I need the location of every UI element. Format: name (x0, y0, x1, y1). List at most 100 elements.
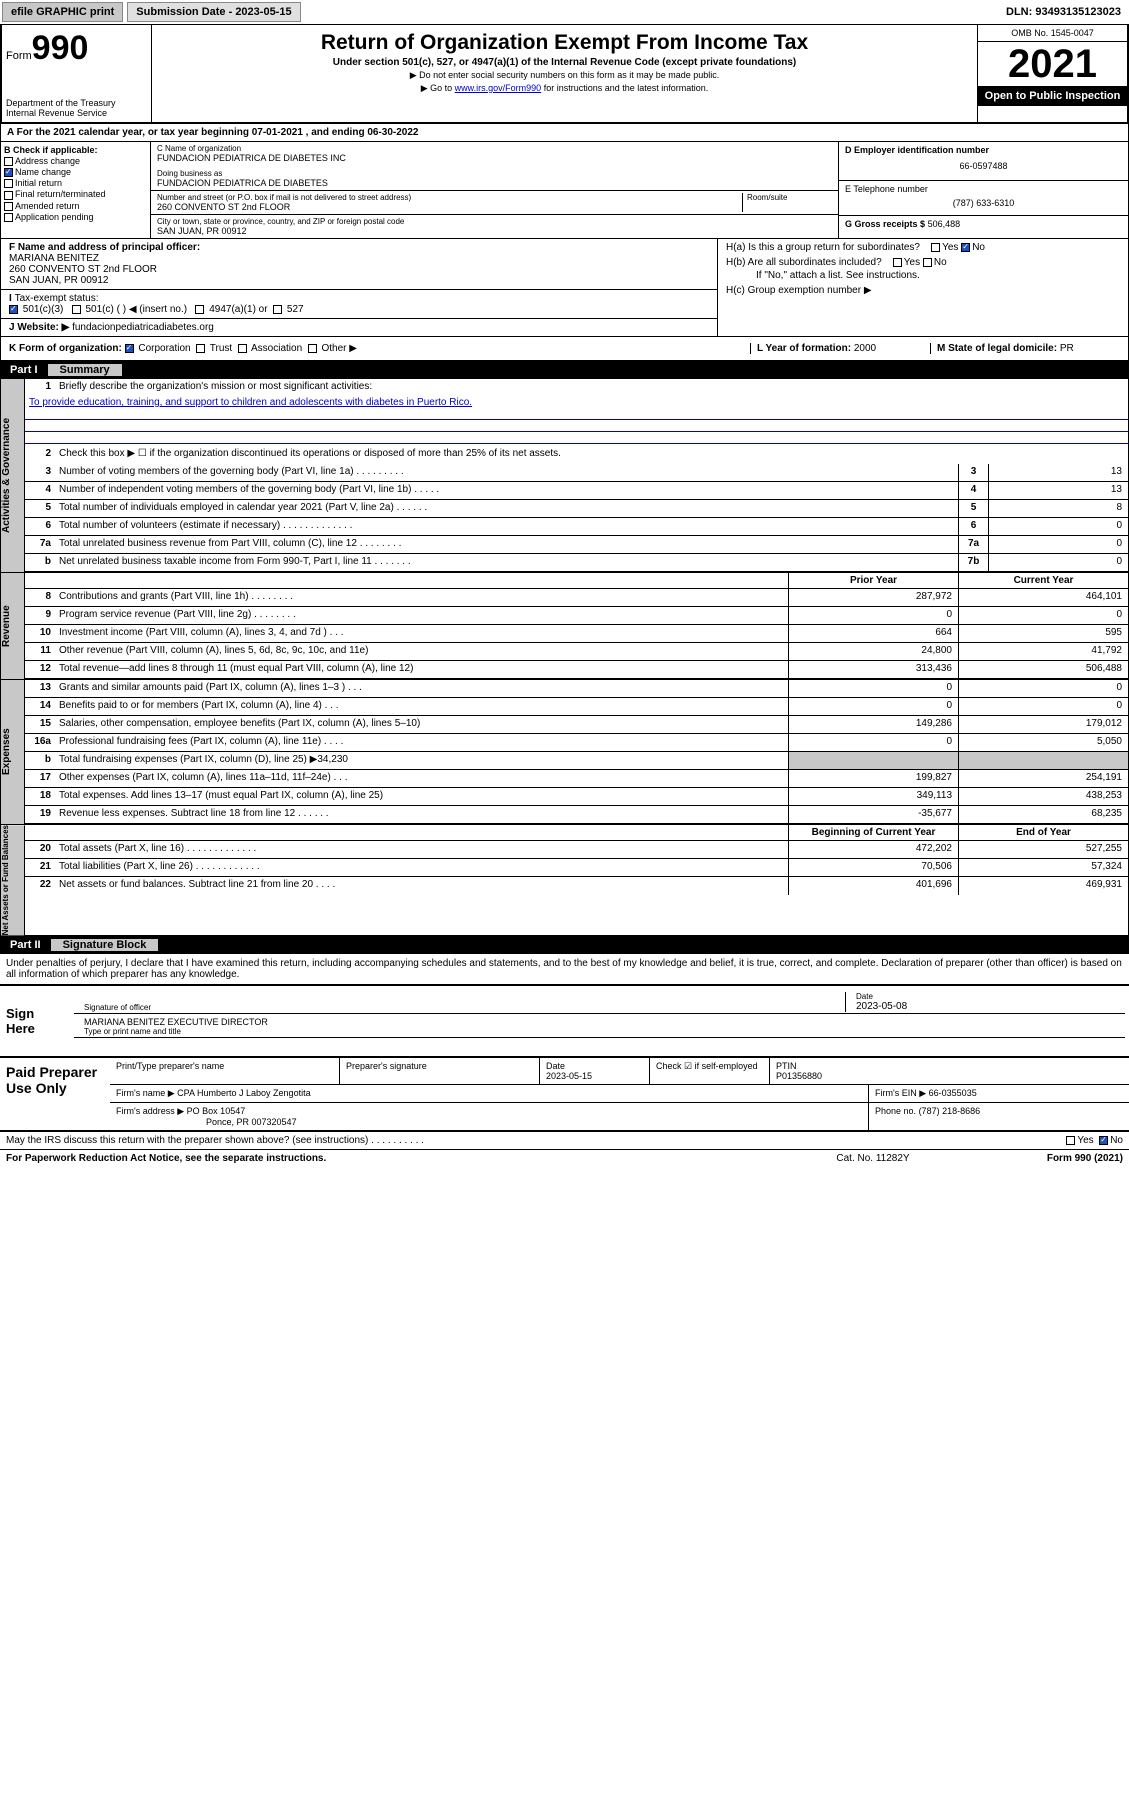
submission-date-button[interactable]: Submission Date - 2023-05-15 (127, 2, 300, 22)
l7b-val: 0 (988, 554, 1128, 571)
part1-title: Summary (48, 364, 122, 376)
goto-post: for instructions and the latest informat… (541, 83, 708, 93)
l2-text: Check this box ▶ ☐ if the organization d… (55, 446, 1128, 464)
K-section: K Form of organization: Corporation Trus… (9, 343, 750, 354)
ein-label: D Employer identification number (845, 145, 1122, 155)
p21: 70,506 (788, 859, 958, 876)
checkbox-icon (4, 202, 13, 211)
city-state-zip: SAN JUAN, PR 00912 (157, 226, 832, 236)
hdr-curr: Current Year (958, 573, 1128, 588)
sig-officer-lbl: Signature of officer (74, 1003, 845, 1012)
chk-app-pending[interactable]: Application pending (4, 212, 147, 222)
c12: 506,488 (958, 661, 1128, 678)
p12: 313,436 (788, 661, 958, 678)
checkbox-on-icon[interactable] (961, 243, 970, 252)
year-col: OMB No. 1545-0047 2021 Open to Public In… (977, 25, 1127, 122)
checkbox-icon[interactable] (893, 258, 902, 267)
phone-row: E Telephone number (787) 633-6310 (839, 181, 1128, 216)
gross-row: G Gross receipts $ 506,488 (839, 216, 1128, 232)
p11: 24,800 (788, 643, 958, 660)
blank-line (25, 434, 1128, 444)
checkbox-icon[interactable] (196, 344, 205, 353)
prep-row-1: Print/Type preparer's name Preparer's si… (110, 1058, 1129, 1085)
c19: 68,235 (958, 806, 1128, 823)
org-name-row: C Name of organization FUNDACION PEDIATR… (151, 142, 838, 191)
website-row: J Website: ▶ fundacionpediatricadiabetes… (1, 319, 717, 336)
form-word: Form (6, 50, 32, 62)
checkbox-icon (4, 179, 13, 188)
chk-name-change[interactable]: Name change (4, 167, 147, 177)
K-label: K Form of organization: (9, 343, 122, 354)
l4-val: 13 (988, 482, 1128, 499)
prep-sig-hdr: Preparer's signature (340, 1058, 540, 1084)
c22: 469,931 (958, 877, 1128, 895)
form-title: Return of Organization Exempt From Incom… (162, 31, 967, 55)
org-name: FUNDACION PEDIATRICA DE DIABETES INC (157, 153, 832, 163)
ein-row: D Employer identification number 66-0597… (839, 142, 1128, 181)
checkbox-on-icon[interactable] (1099, 1136, 1108, 1145)
chk-address-change[interactable]: Address change (4, 156, 147, 166)
dept-label: Department of the Treasury Internal Reve… (6, 98, 147, 118)
right-info-col: D Employer identification number 66-0597… (838, 142, 1128, 238)
shade-cell (958, 752, 1128, 769)
sig-date-cell: Date2023-05-08 (845, 992, 1125, 1012)
l5-text: Total number of individuals employed in … (55, 500, 958, 517)
l3-val: 13 (988, 464, 1128, 481)
officer-addr1: 260 CONVENTO ST 2nd FLOOR (9, 264, 157, 275)
phone-label: E Telephone number (845, 184, 1122, 194)
part2-num: Part II (10, 939, 55, 951)
l3-text: Number of voting members of the governin… (55, 464, 958, 481)
l16b-val: 34,230 (317, 754, 348, 765)
H-col: H(a) Is this a group return for subordin… (718, 239, 1128, 336)
org-info-col: C Name of organization FUNDACION PEDIATR… (151, 142, 838, 238)
p9: 0 (788, 607, 958, 624)
irs-link[interactable]: www.irs.gov/Form990 (455, 83, 542, 93)
room-label: Room/suite (747, 193, 832, 202)
efile-print-button[interactable]: efile GRAPHIC print (2, 2, 123, 22)
Hc-row: H(c) Group exemption number ▶ (726, 285, 1120, 296)
dba-name: FUNDACION PEDIATRICA DE DIABETES (157, 178, 832, 188)
revenue-section: Revenue Prior YearCurrent Year 8Contribu… (0, 573, 1129, 680)
chk-initial-return[interactable]: Initial return (4, 178, 147, 188)
tax-year-row: A For the 2021 calendar year, or tax yea… (0, 124, 1129, 142)
expenses-section: Expenses 13Grants and similar amounts pa… (0, 680, 1129, 825)
hdr-prior: Prior Year (788, 573, 958, 588)
firm-phone-cell: Phone no. (787) 218-8686 (869, 1103, 1129, 1130)
F-label: F Name and address of principal officer: (9, 242, 200, 253)
checkbox-on-icon[interactable] (125, 344, 134, 353)
checkbox-icon[interactable] (1066, 1136, 1075, 1145)
checkbox-icon[interactable] (273, 305, 282, 314)
officer-addr2: SAN JUAN, PR 00912 (9, 275, 109, 286)
checkbox-icon[interactable] (195, 305, 204, 314)
checkbox-icon[interactable] (931, 243, 940, 252)
principal-officer-row: F Name and address of principal officer:… (1, 239, 717, 290)
checkbox-icon[interactable] (72, 305, 81, 314)
l6-text: Total number of volunteers (estimate if … (55, 518, 958, 535)
checkbox-icon (4, 213, 13, 222)
checkbox-on-icon[interactable] (9, 305, 18, 314)
checkbox-icon[interactable] (238, 344, 247, 353)
c17: 254,191 (958, 770, 1128, 787)
p8: 287,972 (788, 589, 958, 606)
chk-final-return[interactable]: Final return/terminated (4, 189, 147, 199)
note-ssn: ▶ Do not enter social security numbers o… (162, 70, 967, 81)
chk-amended[interactable]: Amended return (4, 201, 147, 211)
paperwork-text: For Paperwork Reduction Act Notice, see … (6, 1153, 773, 1164)
p10: 664 (788, 625, 958, 642)
p19: -35,677 (788, 806, 958, 823)
L-section: L Year of formation: 2000 (750, 343, 930, 354)
info-block: B Check if applicable: Address change Na… (0, 142, 1129, 239)
c9: 0 (958, 607, 1128, 624)
fijh-block: F Name and address of principal officer:… (0, 239, 1129, 337)
p22: 401,696 (788, 877, 958, 895)
l1-label: Briefly describe the organization's miss… (55, 379, 1128, 397)
checkbox-icon[interactable] (308, 344, 317, 353)
city-label: City or town, state or province, country… (157, 217, 832, 226)
sign-here-block: Sign Here Signature of officer Date2023-… (0, 986, 1129, 1058)
checkbox-icon[interactable] (923, 258, 932, 267)
checkbox-on-icon (4, 168, 13, 177)
mission-text: To provide education, training, and supp… (25, 397, 1128, 408)
street-address: 260 CONVENTO ST 2nd FLOOR (157, 202, 742, 212)
checkB-label: B Check if applicable: (4, 145, 147, 155)
open-inspection: Open to Public Inspection (978, 86, 1127, 106)
